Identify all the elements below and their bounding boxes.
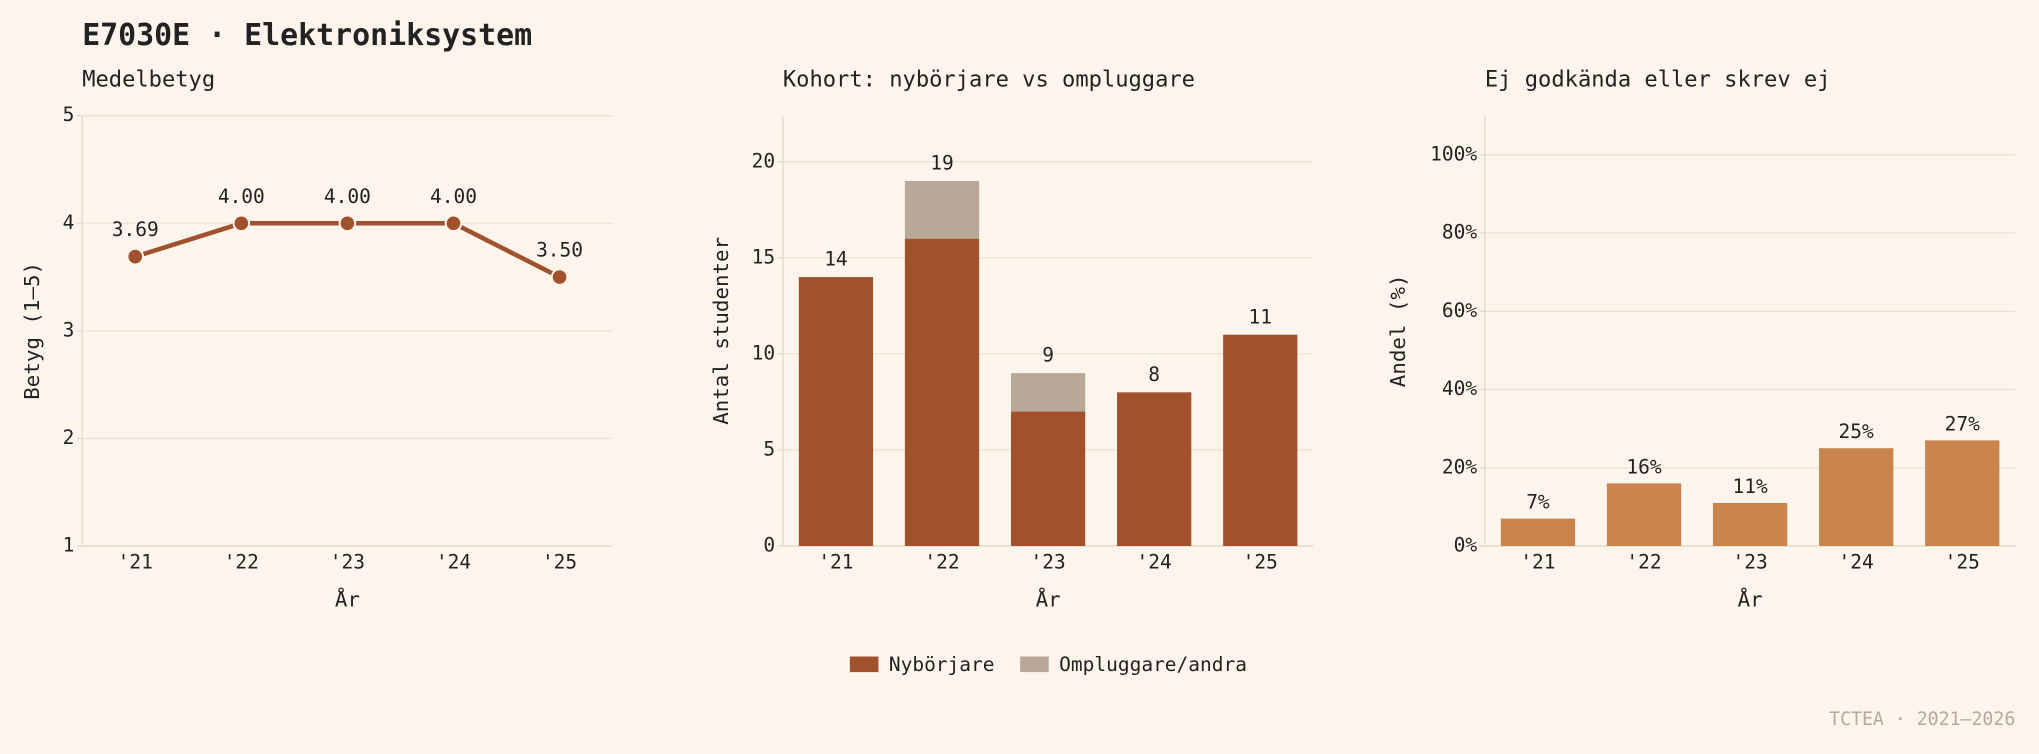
y-tick-label: 100% (1430, 142, 1477, 165)
x-axis-label: År (335, 586, 360, 612)
y-axis-label: Antal studenter (709, 237, 733, 425)
value-label: 27% (1945, 412, 1980, 435)
legend-swatch (849, 656, 879, 673)
total-label: 8 (1148, 363, 1160, 386)
y-tick-label: 80% (1442, 221, 1477, 244)
bar (1606, 483, 1682, 546)
x-tick-label: '21 (818, 550, 853, 573)
point (232, 214, 251, 233)
x-tick-label: '25 (542, 550, 577, 573)
y-tick-label: 2 (63, 426, 75, 449)
x-tick-label: '22 (924, 550, 959, 573)
bar-segment (904, 181, 980, 239)
y-tick-label: 20% (1442, 455, 1477, 478)
bar-segment (1010, 373, 1086, 412)
x-axis-label: År (1036, 586, 1061, 612)
bar (1712, 502, 1788, 546)
y-tick-label: 60% (1442, 299, 1477, 322)
y-tick-label: 3 (63, 318, 75, 341)
y-tick-label: 0 (763, 534, 775, 557)
chart-title: Ej godkända eller skrev ej (1485, 67, 1831, 93)
point (338, 214, 357, 233)
total-label: 9 (1042, 344, 1054, 367)
point (444, 214, 463, 233)
legend-swatch (1020, 656, 1049, 673)
x-tick-label: '24 (1137, 550, 1172, 573)
value-label: 4.00 (324, 185, 371, 208)
bar (1819, 448, 1894, 546)
chart-title: Kohort: nybörjare vs ompluggare (783, 67, 1195, 93)
x-tick-label: '22 (224, 550, 259, 573)
y-axis-label: Betyg (1–5) (20, 262, 44, 400)
y-tick-label: 0% (1454, 534, 1478, 557)
x-tick-label: '24 (1839, 550, 1874, 573)
chart-title: Medelbetyg (82, 67, 215, 93)
bar-segment (1117, 392, 1192, 546)
x-tick-label: '24 (436, 550, 471, 573)
total-label: 19 (930, 152, 953, 175)
bar-segment (1223, 334, 1298, 546)
point (126, 247, 145, 266)
footer: TCTEA · 2021–2026 (1829, 709, 2015, 730)
legend-label: Nybörjare (889, 653, 995, 676)
y-tick-label: 4 (63, 211, 75, 234)
value-label: 4.00 (430, 185, 477, 208)
bar-segment (904, 238, 980, 546)
y-tick-label: 5 (763, 437, 775, 460)
value-label: 16% (1626, 455, 1661, 478)
total-label: 14 (824, 248, 847, 271)
total-label: 11 (1249, 305, 1272, 328)
value-label: 7% (1526, 491, 1550, 514)
y-tick-label: 20 (752, 149, 775, 172)
y-tick-label: 1 (63, 534, 75, 557)
x-tick-label: '22 (1626, 550, 1661, 573)
bar-segment (798, 277, 874, 546)
x-tick-label: '21 (118, 550, 153, 573)
y-tick-label: 15 (752, 245, 775, 268)
x-axis-label: År (1738, 586, 1763, 612)
y-axis-label: Andel (%) (1386, 275, 1410, 388)
y-tick-label: 40% (1442, 377, 1477, 400)
legend-label: Ompluggare/andra (1059, 653, 1247, 676)
value-label: 25% (1839, 420, 1874, 443)
bar-segment (1010, 411, 1086, 546)
x-tick-label: '23 (330, 550, 365, 573)
bar (1500, 518, 1576, 546)
x-tick-label: '25 (1243, 550, 1278, 573)
value-label: 3.50 (536, 239, 583, 262)
x-tick-label: '21 (1520, 550, 1555, 573)
x-tick-label: '23 (1732, 550, 1767, 573)
value-label: 11% (1732, 475, 1767, 498)
bar (1925, 440, 2000, 546)
page-title: E7030E · Elektroniksystem (82, 18, 532, 53)
x-tick-label: '25 (1945, 550, 1980, 573)
x-tick-label: '23 (1030, 550, 1065, 573)
point (550, 268, 569, 286)
value-label: 4.00 (218, 185, 265, 208)
y-tick-label: 5 (63, 103, 75, 126)
value-label: 3.69 (112, 218, 159, 241)
y-tick-label: 10 (752, 341, 775, 364)
